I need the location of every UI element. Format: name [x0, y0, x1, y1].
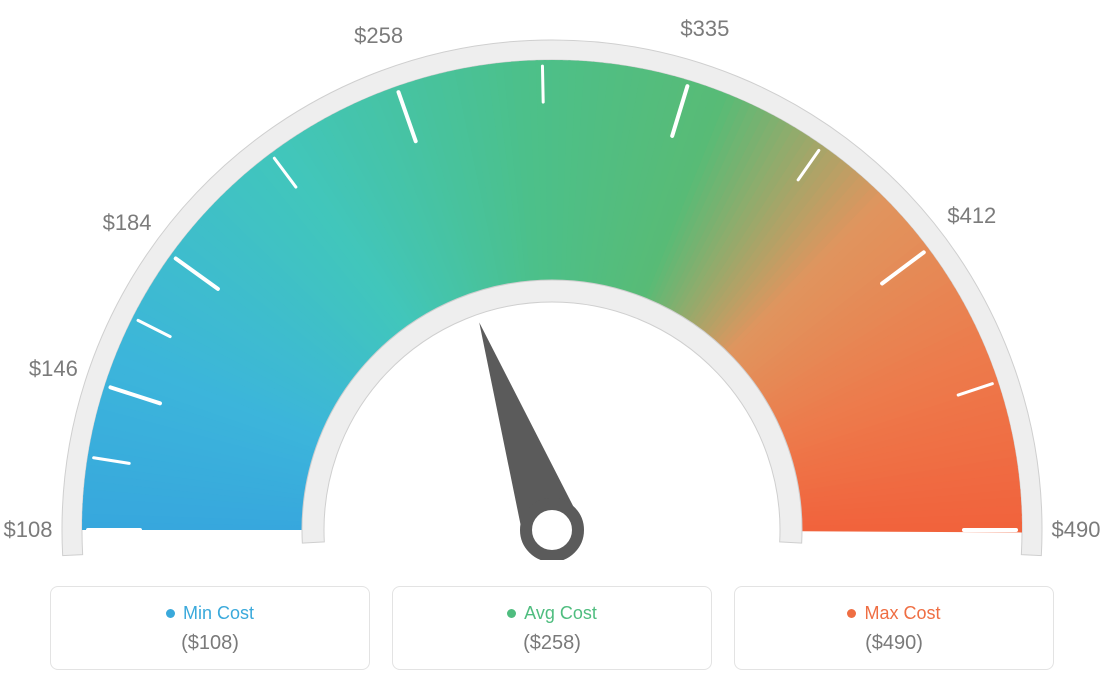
legend-label-avg: Avg Cost	[507, 603, 597, 624]
gauge-tick-label: $184	[103, 210, 152, 236]
legend-label-max: Max Cost	[847, 603, 940, 624]
gauge-tick-label: $412	[947, 203, 996, 229]
gauge-needle-hub	[526, 504, 578, 556]
legend-card-min: Min Cost ($108)	[50, 586, 370, 670]
legend-card-max: Max Cost ($490)	[734, 586, 1054, 670]
legend-value-avg: ($258)	[403, 632, 701, 655]
gauge-tick-label: $146	[29, 356, 78, 382]
dot-icon	[507, 609, 516, 618]
legend-label-min: Min Cost	[166, 603, 254, 624]
gauge-svg	[0, 0, 1104, 560]
gauge-tick-label: $490	[1052, 517, 1101, 543]
gauge-tick-label: $335	[680, 16, 729, 42]
legend-label-text: Avg Cost	[524, 603, 597, 624]
dot-icon	[166, 609, 175, 618]
dot-icon	[847, 609, 856, 618]
gauge-tick-label: $258	[354, 23, 403, 49]
legend-label-text: Min Cost	[183, 603, 254, 624]
legend-card-avg: Avg Cost ($258)	[392, 586, 712, 670]
legend-label-text: Max Cost	[864, 603, 940, 624]
legend-value-min: ($108)	[61, 632, 359, 655]
gauge-chart: $108 $146 $184 $258 $335 $412 $490	[0, 0, 1104, 560]
legend-row: Min Cost ($108) Avg Cost ($258) Max Cost…	[50, 586, 1054, 670]
gauge-tick-label: $108	[4, 517, 53, 543]
legend-value-max: ($490)	[745, 632, 1043, 655]
